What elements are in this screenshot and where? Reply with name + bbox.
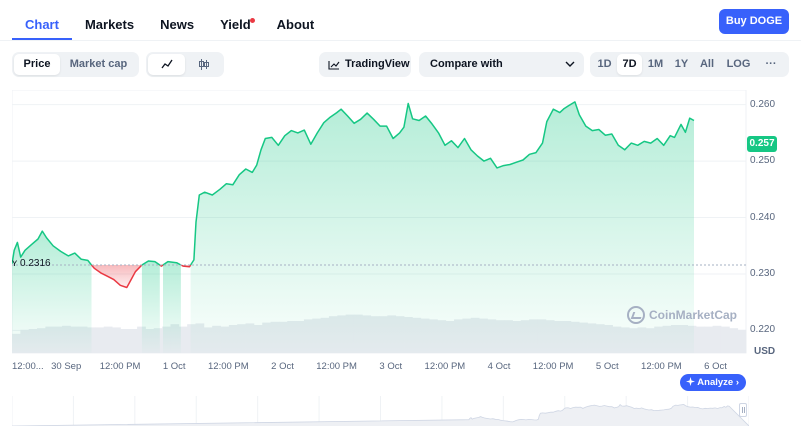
buy-doge-button[interactable]: Buy DOGE [719, 9, 789, 34]
volume-bar [695, 326, 705, 353]
tab-label: Markets [84, 17, 135, 32]
tradingview-button[interactable]: TradingView [319, 52, 411, 77]
volume-bar [720, 326, 730, 353]
navigator-handle[interactable] [739, 403, 747, 417]
x-tick-label: 12:00 PM [532, 361, 574, 372]
tradingview-label: TradingView [345, 58, 410, 70]
range-1y[interactable]: 1Y [674, 58, 689, 70]
price-line-up [189, 101, 695, 266]
price-line-up [141, 260, 161, 266]
x-tick-label: 12:00... [12, 361, 44, 372]
volume-bar [737, 329, 747, 353]
analyze-button[interactable]: Analyze › [680, 374, 746, 391]
x-tick-label: 6 Oct [704, 361, 727, 372]
volume-bar [178, 326, 188, 353]
chart-style-toggle [146, 52, 224, 77]
x-tick-label: 12:00 PM [208, 361, 249, 372]
more-options-button[interactable]: ··· [765, 58, 777, 70]
x-tick-label: 3 Oct [379, 361, 403, 372]
volume-bar [120, 329, 130, 353]
x-tick-label: 12:00 PM [424, 361, 466, 372]
reference-price-value: 0.2316 [19, 258, 51, 269]
log-scale-toggle[interactable]: LOG [726, 58, 751, 70]
chart-line-icon [328, 60, 340, 70]
sparkle-icon [686, 377, 695, 386]
currency-unit-label: USD [754, 346, 776, 357]
price-line-down [90, 264, 143, 289]
line-chart-icon[interactable] [148, 54, 185, 75]
current-price-badge: 0.257 [747, 136, 777, 152]
price-area-up [141, 261, 160, 353]
notification-dot [249, 18, 255, 23]
price-option[interactable]: Price [14, 54, 60, 75]
tab-news[interactable]: News [147, 0, 207, 40]
price-area-up [190, 101, 694, 354]
price-area-up [12, 231, 92, 353]
x-tick-label: 12:00 PM [99, 361, 141, 372]
price-line-up [162, 260, 182, 266]
price-chart[interactable] [12, 90, 801, 360]
tab-about[interactable]: About [264, 0, 328, 40]
range-7d[interactable]: 7D [617, 54, 642, 75]
y-tick-label: 0.240 [750, 211, 776, 223]
tab-markets[interactable]: Markets [72, 0, 147, 40]
volume-bar [128, 329, 138, 353]
range-all[interactable]: All [699, 58, 715, 70]
compare-label: Compare with [430, 58, 503, 70]
tab-label: Yield [220, 17, 251, 32]
compare-with-select[interactable]: Compare with [419, 52, 584, 77]
x-tick-label: 1 Oct [162, 361, 186, 372]
time-range-selector: 1D 7D 1M 1Y All LOG ··· [590, 52, 789, 77]
tab-label: News [160, 17, 195, 32]
x-tick-label: 2 Oct [271, 361, 294, 372]
watermark-text: CoinMarketCap [649, 308, 738, 322]
volume-bar [712, 325, 722, 353]
price-line-up [12, 230, 93, 266]
price-marketcap-toggle: Price Market cap [12, 52, 139, 77]
tab-label: Chart [25, 17, 59, 32]
range-1m[interactable]: 1M [647, 58, 664, 70]
chart-tabs: Chart Markets News Yield About [12, 0, 327, 40]
price-area-up [163, 261, 181, 353]
divider [0, 40, 801, 41]
range-navigator[interactable] [12, 396, 749, 426]
volume-bar [137, 326, 146, 353]
x-tick-label: 5 Oct [595, 361, 619, 372]
price-line-down [180, 264, 192, 268]
analyze-label: Analyze [697, 377, 734, 388]
x-tick-label: 4 Oct [487, 361, 511, 372]
market-cap-option[interactable]: Market cap [69, 58, 128, 70]
x-tick-label: 30 Sep [51, 361, 82, 372]
tab-label: About [276, 17, 315, 32]
price-area [12, 101, 694, 354]
range-1d[interactable]: 1D [597, 58, 612, 70]
volume-bar [103, 326, 113, 353]
tab-chart[interactable]: Chart [12, 0, 72, 40]
price-area-down [91, 264, 142, 288]
price-lines [12, 101, 695, 289]
x-tick-label: 12:00 PM [316, 361, 357, 372]
volume-bar [95, 327, 105, 353]
volume-bar [704, 326, 714, 353]
reference-price-label: ʏ 0.2316 [12, 258, 51, 269]
coinmarketcap-logo-icon [627, 306, 645, 324]
volume-bar [112, 327, 121, 353]
y-tick-label: 0.220 [750, 324, 776, 336]
chevron-down-icon [565, 61, 575, 67]
tab-yield[interactable]: Yield [207, 0, 264, 40]
y-tick-label: 0.260 [750, 98, 776, 110]
y-tick-label: 0.230 [750, 267, 776, 279]
y-tick-label: 0.250 [750, 155, 776, 167]
candlestick-icon[interactable] [185, 54, 222, 75]
coinmarketcap-watermark: CoinMarketCap [627, 306, 737, 324]
x-tick-label: 12:00 PM [641, 361, 682, 372]
volume-bar [729, 328, 739, 353]
